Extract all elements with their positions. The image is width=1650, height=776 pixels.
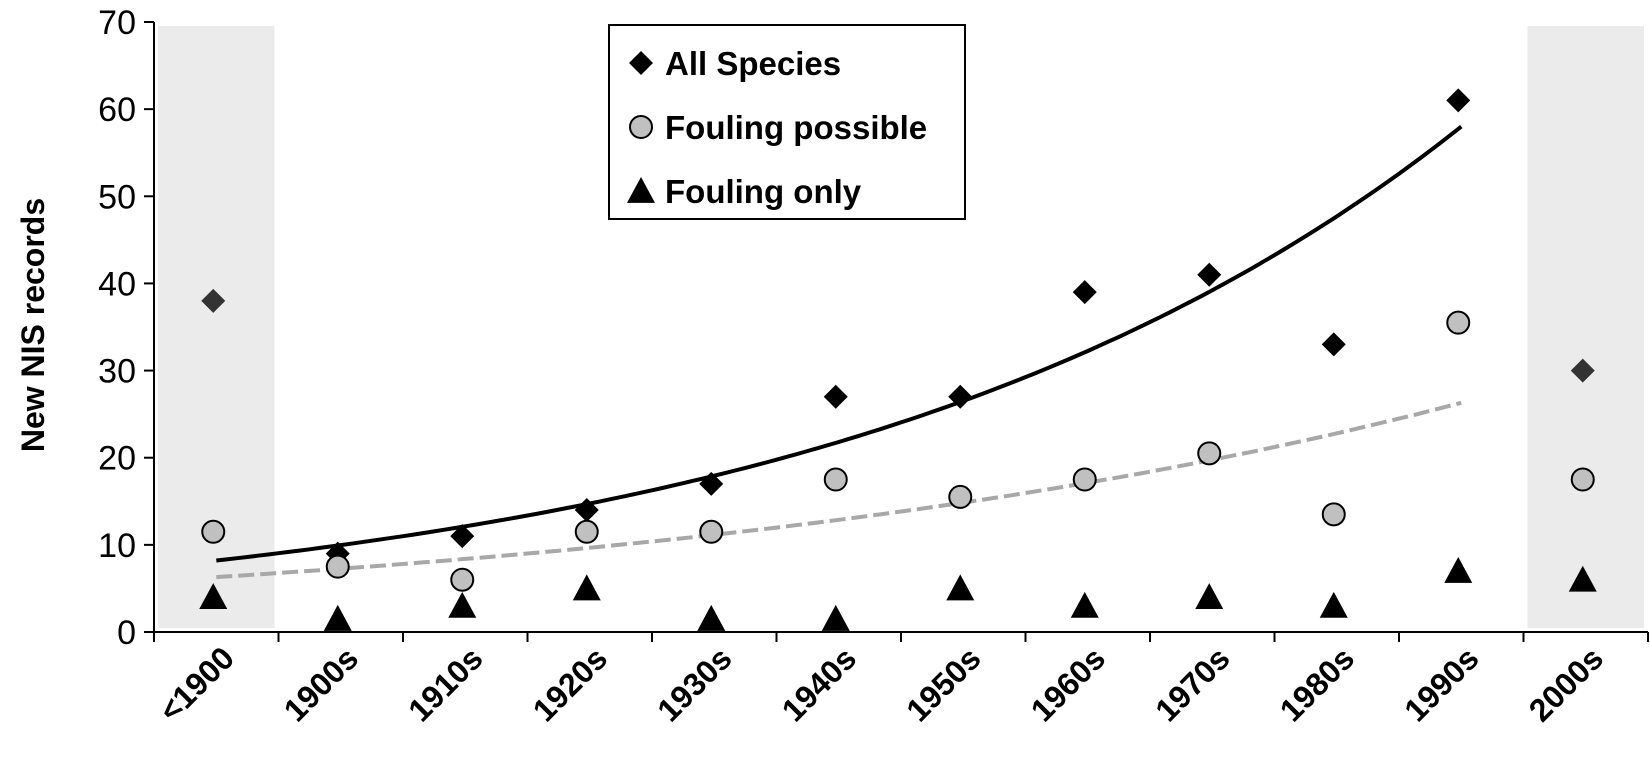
data-point-diamond xyxy=(1321,332,1346,357)
data-point-diamond xyxy=(201,288,226,313)
data-point-circle xyxy=(1446,310,1471,335)
data-point-diamond xyxy=(699,471,724,496)
legend-marker-triangle xyxy=(627,177,655,203)
data-point-triangle xyxy=(1070,591,1099,618)
trendline xyxy=(216,400,1462,580)
data-point-diamond xyxy=(1570,358,1595,383)
x-tick-label: 1950s xyxy=(899,640,987,728)
legend-marker-diamond xyxy=(629,51,653,75)
y-axis-title: New NIS records xyxy=(15,198,51,452)
data-point-triangle xyxy=(821,604,850,631)
data-point-triangle xyxy=(1195,583,1224,610)
data-point-triangle xyxy=(1568,565,1597,592)
x-tick-label: <1900 xyxy=(152,640,241,729)
y-tick-label: 40 xyxy=(98,265,136,303)
x-tick-label: 1960s xyxy=(1024,640,1112,728)
y-tick-label: 10 xyxy=(98,527,136,565)
y-tick-label: 20 xyxy=(98,440,136,478)
data-point-diamond xyxy=(450,524,475,549)
y-tick-label: 60 xyxy=(98,91,136,129)
x-tick-label: 1920s xyxy=(526,640,614,728)
x-tick-label: 1980s xyxy=(1273,640,1361,728)
data-point-circle xyxy=(823,467,848,492)
data-point-diamond xyxy=(823,384,848,409)
data-point-circle xyxy=(1570,467,1595,492)
x-tick-label: 1990s xyxy=(1397,640,1485,728)
shaded-region xyxy=(1527,26,1644,628)
data-point-triangle xyxy=(697,604,726,631)
data-point-triangle xyxy=(1319,591,1348,618)
legend-label: Fouling possible xyxy=(665,109,927,146)
data-point-diamond xyxy=(574,498,599,522)
data-point-diamond xyxy=(1072,280,1097,305)
legend-marker-circle xyxy=(629,115,653,139)
data-point-circle xyxy=(325,554,350,579)
x-tick-label: 1940s xyxy=(775,640,863,728)
data-point-circle xyxy=(699,519,724,544)
data-point-circle xyxy=(574,519,599,544)
y-tick-label: 70 xyxy=(98,4,136,42)
data-point-circle xyxy=(1197,441,1222,466)
data-point-triangle xyxy=(572,574,601,601)
x-tick-label: 2000s xyxy=(1522,640,1610,728)
legend-label: Fouling only xyxy=(665,173,862,210)
y-tick-label: 30 xyxy=(98,353,136,391)
data-point-circle xyxy=(948,484,973,509)
x-tick-label: 1970s xyxy=(1148,640,1236,728)
y-tick-label: 50 xyxy=(98,178,136,216)
legend-box xyxy=(608,24,966,220)
trendlines xyxy=(216,125,1463,580)
trendline xyxy=(216,125,1463,563)
x-tick-label: 1930s xyxy=(650,640,738,728)
x-tick-label: 1910s xyxy=(401,640,489,728)
data-point-circle xyxy=(450,567,475,592)
legend-label: All Species xyxy=(665,45,841,82)
data-point-triangle xyxy=(199,583,228,610)
data-point-diamond xyxy=(948,384,973,409)
data-point-circle xyxy=(1321,502,1346,527)
data-point-diamond xyxy=(1197,262,1222,287)
data-markers xyxy=(199,88,1597,631)
y-tick-label: 0 xyxy=(117,614,136,652)
x-tick-label: 1900s xyxy=(277,640,365,728)
data-point-circle xyxy=(201,519,226,544)
data-point-circle xyxy=(1072,467,1097,492)
data-point-triangle xyxy=(323,604,352,631)
data-point-triangle xyxy=(1444,557,1473,583)
legend: All Species Fouling possible Fouling only xyxy=(608,24,966,220)
data-point-triangle xyxy=(946,574,975,601)
data-point-diamond xyxy=(1446,88,1471,113)
shaded-regions xyxy=(158,26,1644,628)
data-point-triangle xyxy=(448,591,477,618)
